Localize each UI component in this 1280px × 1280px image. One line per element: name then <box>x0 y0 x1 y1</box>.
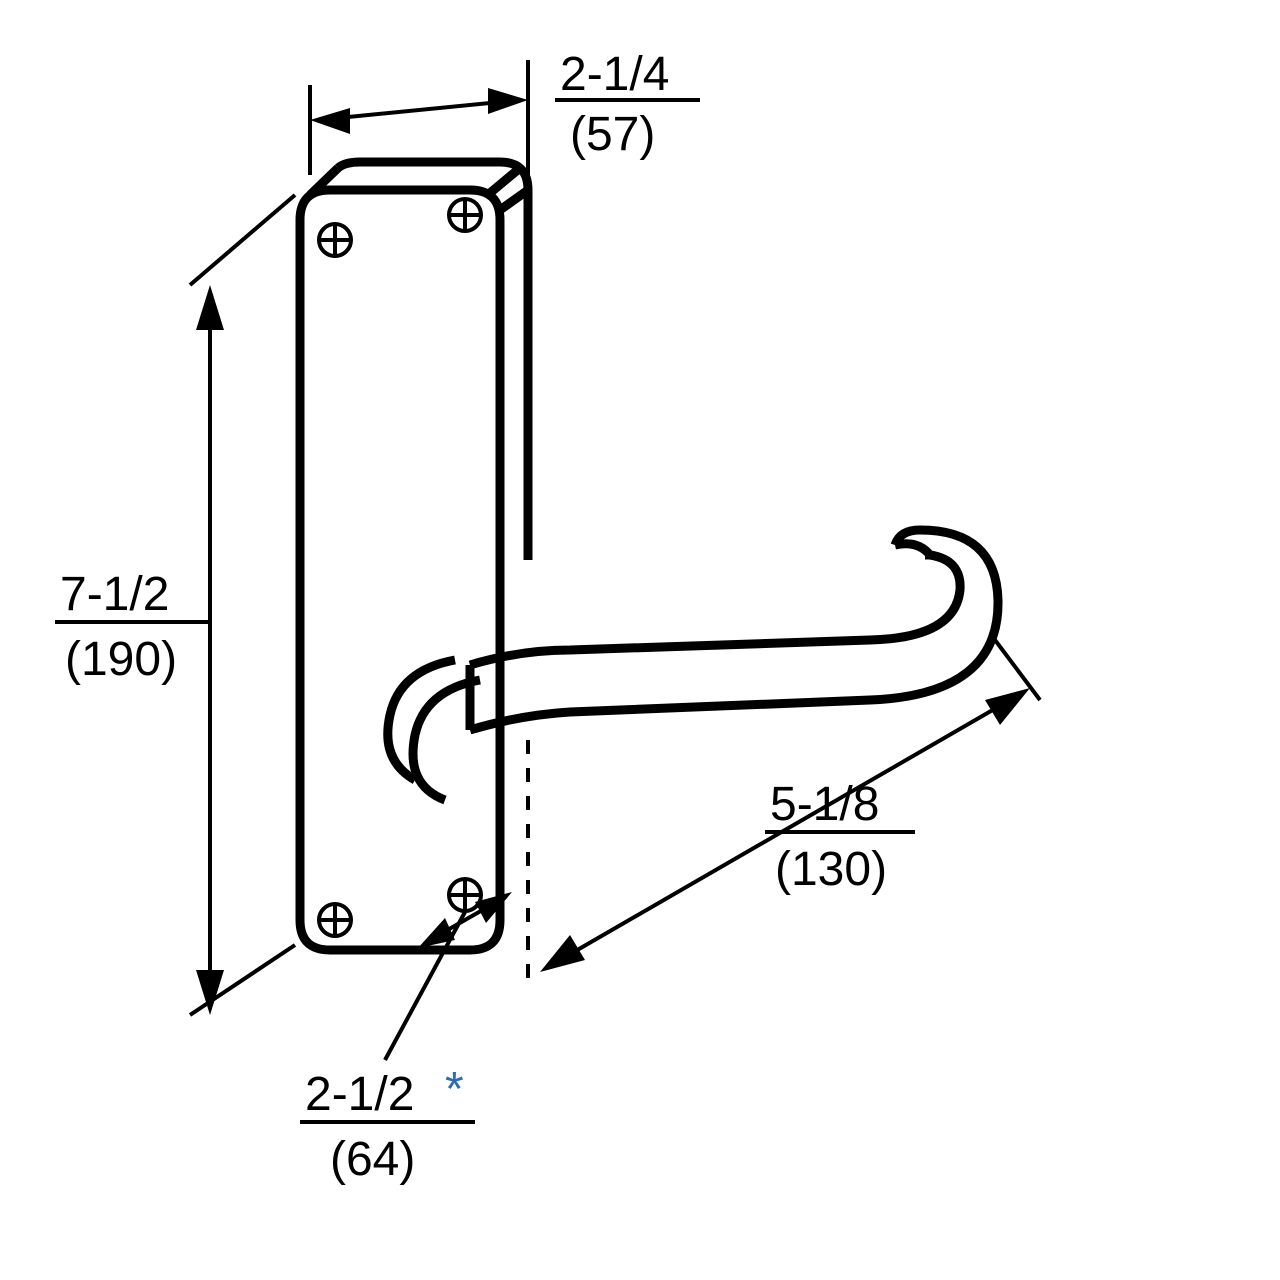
dim-offset-asterisk: * <box>445 1063 464 1116</box>
dim-width: 2-1/4 (57) <box>310 48 700 175</box>
dim-height-imperial: 7-1/2 <box>60 568 169 621</box>
dim-lever-imperial: 5-1/8 <box>770 778 879 831</box>
dim-offset-metric: (64) <box>330 1133 415 1186</box>
dim-width-imperial: 2-1/4 <box>560 48 669 101</box>
dim-height-metric: (190) <box>65 633 177 686</box>
dimension-drawing: 2-1/4 (57) 7-1/2 (190) 5-1/8 (130) <box>0 0 1280 1280</box>
dim-height: 7-1/2 (190) <box>55 195 295 1015</box>
screws <box>319 199 481 936</box>
plate-front <box>300 190 500 950</box>
dim-offset-imperial: 2-1/2 <box>305 1068 414 1121</box>
plate-top-edge <box>310 162 528 560</box>
dim-lever-metric: (130) <box>775 843 887 896</box>
dim-width-metric: (57) <box>570 108 655 161</box>
dim-lever: 5-1/8 (130) <box>540 640 1040 972</box>
